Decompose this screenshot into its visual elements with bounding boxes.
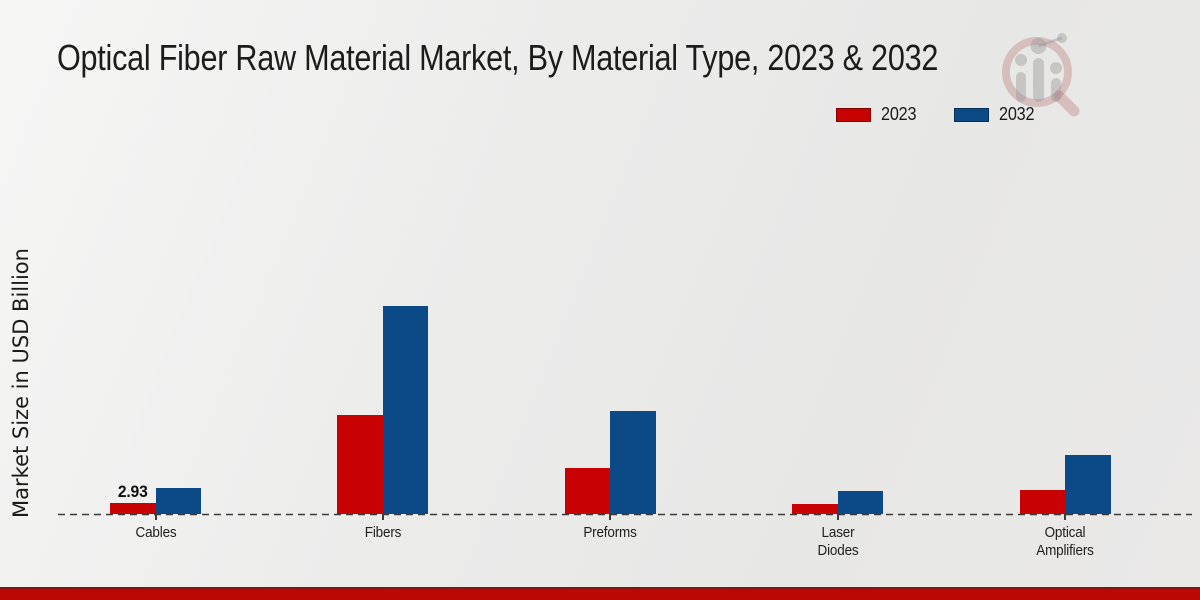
x-axis-tick <box>154 514 157 520</box>
legend-swatch-2023 <box>836 107 871 122</box>
category-label-fibers: Fibers <box>364 524 402 541</box>
legend-label-2023: 2023 <box>881 104 917 124</box>
bar-2032-optical-amplifiers <box>1065 454 1111 514</box>
mrfr-logo-watermark <box>1002 33 1080 117</box>
category-label-preforms: Preforms <box>583 524 638 541</box>
x-axis-tick <box>1064 514 1067 520</box>
category-label-cables: Cables <box>135 524 176 541</box>
bar-2032-cables <box>155 488 201 514</box>
bar-2023-preforms <box>564 467 611 514</box>
chart-title: Optical Fiber Raw Material Market, By Ma… <box>57 37 939 78</box>
bar-2023-fibers <box>337 415 383 514</box>
brand-footer-band <box>0 587 1200 600</box>
category-label-optical-amplifiers: Optical Amplifiers <box>1036 524 1094 560</box>
bar-2032-fibers <box>382 305 429 514</box>
y-axis-title: Market Size in USD Billion <box>9 248 33 518</box>
legend-item-2023: 2023 <box>836 104 920 125</box>
bar-2023-cables <box>110 503 156 514</box>
bar-value-label-cables-2023: 2.93 <box>117 482 148 502</box>
legend: 2023 2032 <box>836 104 1039 125</box>
bar-2032-laser-diodes <box>837 490 884 514</box>
bar-2032-preforms <box>610 411 656 514</box>
x-axis-tick <box>609 514 612 520</box>
legend-label-2032: 2032 <box>999 104 1035 124</box>
bar-2023-optical-amplifiers <box>1019 489 1066 514</box>
bar-2023-laser-diodes <box>792 503 838 514</box>
x-axis-tick <box>836 514 839 520</box>
legend-item-2032: 2032 <box>954 104 1038 125</box>
x-axis-tick <box>381 514 384 520</box>
legend-swatch-2032 <box>954 107 990 122</box>
category-label-laser-diodes: Laser Diodes <box>817 524 859 560</box>
